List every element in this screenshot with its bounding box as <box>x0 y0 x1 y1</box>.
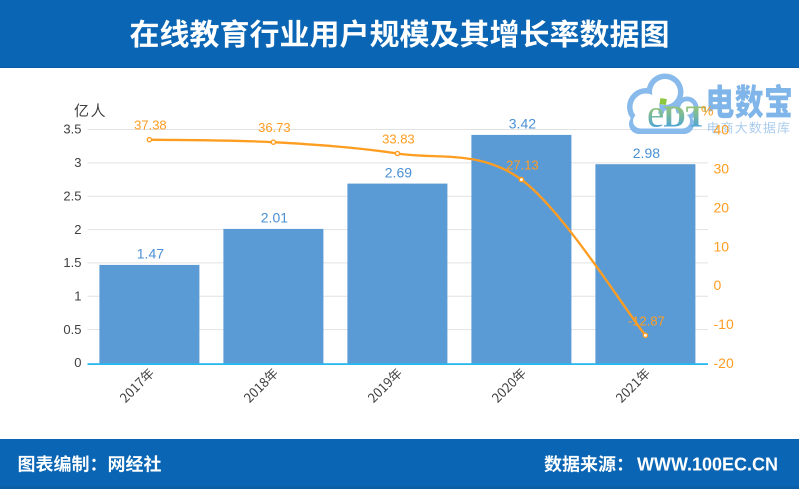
svg-text:40: 40 <box>714 122 730 138</box>
svg-text:2.5: 2.5 <box>63 188 81 203</box>
svg-text:0: 0 <box>74 355 81 370</box>
svg-text:10: 10 <box>714 238 730 254</box>
svg-text:WWW.100EC.CN: WWW.100EC.CN <box>637 455 778 475</box>
svg-text:%: % <box>701 103 713 119</box>
svg-text:eDT: eDT <box>647 93 707 136</box>
svg-text:3.42: 3.42 <box>509 116 536 132</box>
svg-text:3.5: 3.5 <box>63 122 81 137</box>
svg-text:1.47: 1.47 <box>137 246 164 262</box>
svg-text:1: 1 <box>74 289 81 304</box>
svg-text:20: 20 <box>714 199 730 215</box>
svg-text:2: 2 <box>74 222 81 237</box>
svg-text:2.98: 2.98 <box>633 145 660 161</box>
svg-text:-10: -10 <box>714 316 734 332</box>
svg-text:33.83: 33.83 <box>382 132 415 147</box>
svg-text:36.73: 36.73 <box>258 120 291 135</box>
svg-text:2.01: 2.01 <box>261 210 288 226</box>
svg-text:-12.87: -12.87 <box>628 313 665 328</box>
svg-text:2.69: 2.69 <box>385 164 412 180</box>
svg-text:30: 30 <box>714 160 730 176</box>
svg-text:37.38: 37.38 <box>134 118 167 133</box>
svg-text:0: 0 <box>714 277 722 293</box>
svg-text:27.13: 27.13 <box>506 158 539 173</box>
svg-text:0.5: 0.5 <box>63 322 81 337</box>
svg-text:-20: -20 <box>714 355 734 371</box>
svg-text:1.5: 1.5 <box>63 255 81 270</box>
svg-text:3: 3 <box>74 155 81 170</box>
